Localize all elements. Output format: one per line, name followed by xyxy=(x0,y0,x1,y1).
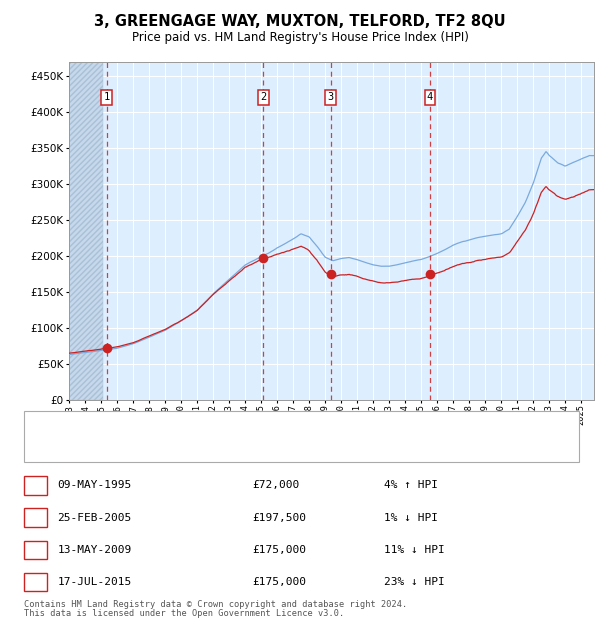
Text: 2: 2 xyxy=(32,513,39,523)
Text: 25-FEB-2005: 25-FEB-2005 xyxy=(58,513,132,523)
Text: 1: 1 xyxy=(32,480,39,490)
Text: £72,000: £72,000 xyxy=(252,480,299,490)
Text: 2: 2 xyxy=(260,92,266,102)
Text: 4% ↑ HPI: 4% ↑ HPI xyxy=(384,480,438,490)
Text: Price paid vs. HM Land Registry's House Price Index (HPI): Price paid vs. HM Land Registry's House … xyxy=(131,31,469,43)
Bar xyxy=(69,62,103,400)
Text: Contains HM Land Registry data © Crown copyright and database right 2024.: Contains HM Land Registry data © Crown c… xyxy=(24,600,407,609)
Text: £175,000: £175,000 xyxy=(252,545,306,555)
Text: £175,000: £175,000 xyxy=(252,577,306,587)
Text: 3: 3 xyxy=(328,92,334,102)
Text: 23% ↓ HPI: 23% ↓ HPI xyxy=(384,577,445,587)
Text: 3, GREENGAGE WAY, MUXTON, TELFORD, TF2 8QU (detached house): 3, GREENGAGE WAY, MUXTON, TELFORD, TF2 8… xyxy=(69,420,416,430)
Text: 3: 3 xyxy=(32,545,39,555)
Text: HPI: Average price, detached house, Telford and Wrekin: HPI: Average price, detached house, Telf… xyxy=(69,443,386,453)
Text: This data is licensed under the Open Government Licence v3.0.: This data is licensed under the Open Gov… xyxy=(24,609,344,618)
Text: 17-JUL-2015: 17-JUL-2015 xyxy=(58,577,132,587)
Text: 4: 4 xyxy=(32,577,39,587)
Text: £197,500: £197,500 xyxy=(252,513,306,523)
Text: 4: 4 xyxy=(427,92,433,102)
Text: 1: 1 xyxy=(103,92,110,102)
Text: 11% ↓ HPI: 11% ↓ HPI xyxy=(384,545,445,555)
Text: 13-MAY-2009: 13-MAY-2009 xyxy=(58,545,132,555)
Text: 09-MAY-1995: 09-MAY-1995 xyxy=(58,480,132,490)
Text: 3, GREENGAGE WAY, MUXTON, TELFORD, TF2 8QU: 3, GREENGAGE WAY, MUXTON, TELFORD, TF2 8… xyxy=(94,14,506,29)
Text: 1% ↓ HPI: 1% ↓ HPI xyxy=(384,513,438,523)
